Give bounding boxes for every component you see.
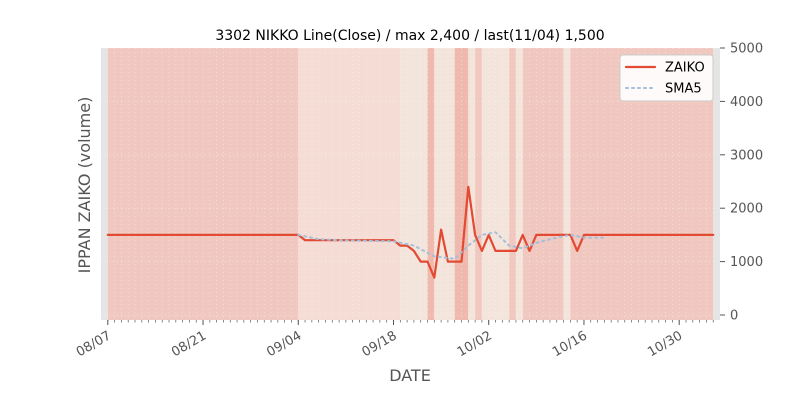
x-tick-label: 08/07 (74, 328, 114, 360)
background-band (434, 48, 455, 320)
x-tick-label: 10/02 (455, 328, 495, 360)
grid (101, 47, 720, 320)
y-tick-label: 1000 (730, 255, 763, 270)
series-line-sma5 (297, 231, 606, 260)
y-axis: 0 1000 2000 3000 4000 5000 (720, 42, 763, 324)
x-tick-label: 08/21 (169, 328, 209, 360)
x-axis: 08/07 08/21 09/04 09/18 10/02 10/16 10/30 (74, 320, 714, 360)
background-band (468, 48, 476, 320)
y-tick-label: 4000 (730, 95, 763, 110)
x-tick-label: 09/18 (360, 328, 400, 360)
background-band (400, 48, 428, 320)
y-tick-label: 0 (730, 309, 738, 324)
y-tick-label: 2000 (730, 202, 763, 217)
background-band (475, 48, 482, 320)
background-band (454, 48, 469, 320)
y-tick-label: 5000 (730, 42, 763, 57)
background-band (427, 48, 435, 320)
background-band (298, 48, 401, 320)
x-tick-label: 09/04 (264, 328, 304, 360)
chart-title: 3302 NIKKO Line(Close) / max 2,400 / las… (215, 28, 604, 44)
background-band (515, 48, 523, 320)
x-axis-label: DATE (389, 366, 431, 385)
background-band (481, 48, 510, 320)
chart-legend: ZAIKO SMA5 (619, 54, 714, 102)
y-tick-label: 3000 (730, 148, 763, 163)
y-axis-label: IPPAN ZAIKO (volume) (75, 97, 94, 274)
x-tick-label: 10/30 (645, 328, 685, 360)
background-band (509, 48, 516, 320)
x-tick-label: 10/16 (550, 328, 590, 360)
legend-label-sma5: SMA5 (665, 82, 702, 97)
legend-label-zaiko: ZAIKO (665, 61, 705, 76)
background-band (107, 48, 299, 320)
background-band (522, 48, 564, 320)
background-band (563, 48, 571, 320)
